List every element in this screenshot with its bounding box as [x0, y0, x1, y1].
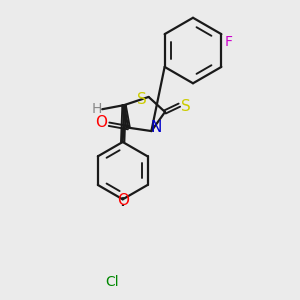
Text: S: S [137, 92, 147, 107]
Text: S: S [181, 99, 190, 114]
Text: N: N [151, 120, 162, 135]
Text: H: H [92, 102, 102, 116]
Text: Cl: Cl [106, 275, 119, 289]
Text: O: O [117, 193, 129, 208]
Text: O: O [95, 116, 107, 130]
Text: F: F [225, 35, 233, 49]
